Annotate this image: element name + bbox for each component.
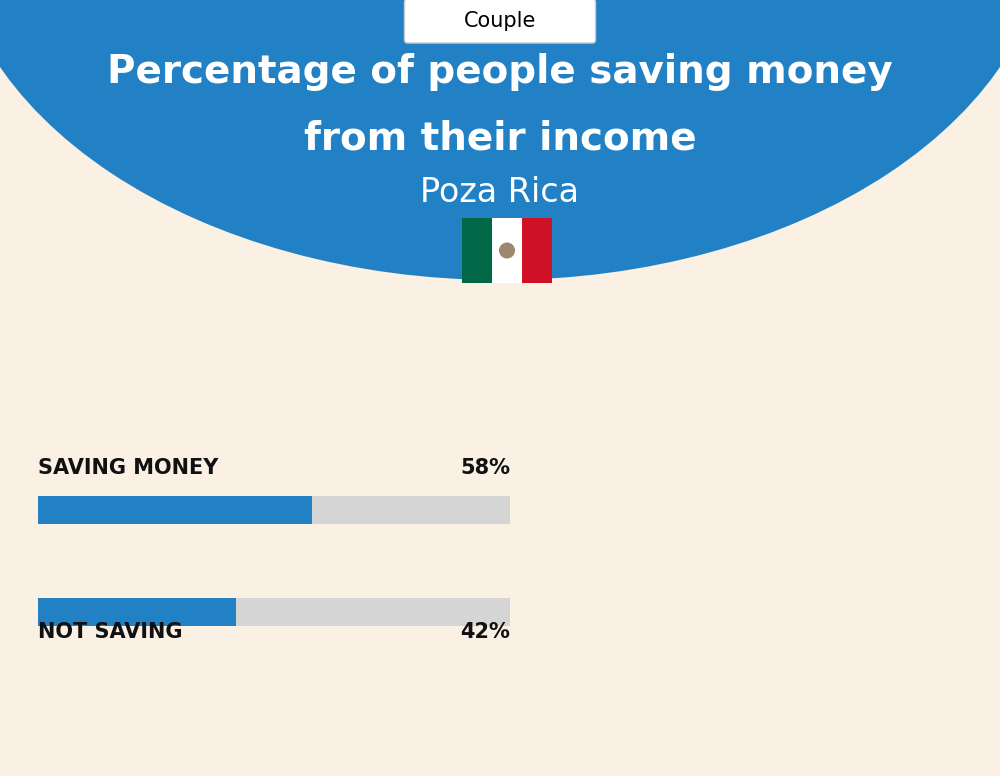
FancyBboxPatch shape (404, 0, 596, 43)
Text: 42%: 42% (460, 622, 510, 642)
Bar (522, 218, 552, 283)
Bar (38, 496, 312, 524)
Text: SAVING MONEY: SAVING MONEY (38, 458, 218, 478)
Text: 58%: 58% (460, 458, 510, 478)
Bar (492, 218, 522, 283)
Bar (462, 218, 492, 283)
Bar (38, 598, 236, 626)
Circle shape (499, 242, 515, 258)
Text: Poza Rica: Poza Rica (420, 175, 580, 209)
Text: NOT SAVING: NOT SAVING (38, 622, 182, 642)
Text: from their income: from their income (304, 119, 696, 157)
Bar (38, 598, 510, 626)
Text: Couple: Couple (464, 11, 536, 31)
Text: Percentage of people saving money: Percentage of people saving money (107, 53, 893, 91)
Bar (38, 496, 510, 524)
Ellipse shape (0, 0, 1000, 280)
